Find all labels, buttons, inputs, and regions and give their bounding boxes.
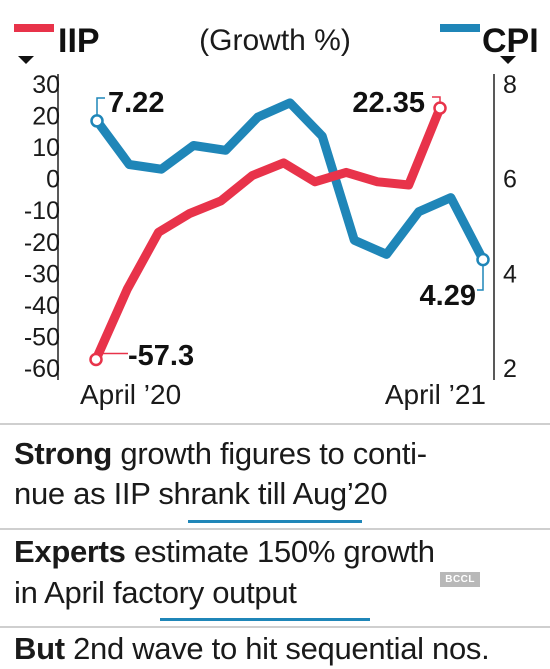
left-tick-label: -50 — [24, 323, 60, 351]
right-tick-label: 8 — [503, 71, 517, 99]
watermark-badge: BCCL — [440, 572, 480, 587]
note-line-5: But 2nd wave to hit sequential nos. — [14, 631, 490, 666]
iip-end-value-label: 22.35 — [352, 87, 425, 119]
left-tick-label: 30 — [32, 71, 60, 99]
iip-start-value-label: -57.3 — [128, 340, 194, 372]
cpi-legend-swatch — [440, 24, 480, 32]
note-line-1: Strong growth figures to conti- — [14, 436, 427, 471]
iip-series-line — [91, 103, 445, 364]
iip-legend-swatch — [14, 24, 54, 32]
x-tick-label: April ’21 — [385, 379, 486, 410]
note-line-4: in April factory output — [14, 575, 297, 610]
note-underline — [188, 520, 362, 523]
x-tick-label: April ’20 — [80, 379, 181, 410]
note-line-3: Experts estimate 150% growth — [14, 534, 435, 569]
cpi-end-value-label: 4.29 — [420, 280, 476, 312]
cpi-end-point — [476, 252, 490, 267]
left-tick-label: 0 — [46, 166, 60, 194]
left-tick-label: -30 — [24, 260, 60, 288]
note-underline — [160, 618, 370, 621]
divider — [0, 423, 550, 425]
left-tick-label: 20 — [32, 103, 60, 131]
cpi-legend-label: CPI — [482, 22, 539, 60]
cpi-series-line — [92, 98, 488, 265]
iip-legend-label: IIP — [58, 22, 100, 60]
cpi-start-point — [90, 114, 104, 128]
cpi-end-leader — [477, 265, 484, 291]
right-tick-label: 4 — [503, 260, 517, 288]
divider — [0, 626, 550, 628]
iip-end-leader — [432, 96, 441, 103]
left-tick-label: -60 — [24, 355, 60, 383]
iip-end-point — [433, 101, 447, 115]
left-tick-label: -10 — [24, 197, 60, 225]
left-tick-label: -40 — [24, 292, 60, 320]
iip-start-point — [89, 352, 103, 367]
cpi-start-value-label: 7.22 — [108, 87, 164, 119]
cpi-start-leader — [96, 97, 105, 115]
right-tick-label: 2 — [503, 355, 517, 383]
note-line-2: nue as IIP shrank till Aug’20 — [14, 476, 388, 511]
left-tick-label: 10 — [32, 134, 60, 162]
line-chart: 30 20 10 0 -10 -20 -30 -40 -50 -60 8 6 4 2 April ’20 Ap… — [14, 22, 539, 410]
cpi-legend-arrow-icon — [500, 56, 516, 64]
right-tick-label: 6 — [503, 166, 517, 194]
divider — [0, 528, 550, 530]
iip-legend-arrow-icon — [18, 56, 34, 64]
chart-subtitle: (Growth %) — [199, 24, 351, 57]
left-tick-label: -20 — [24, 229, 60, 257]
